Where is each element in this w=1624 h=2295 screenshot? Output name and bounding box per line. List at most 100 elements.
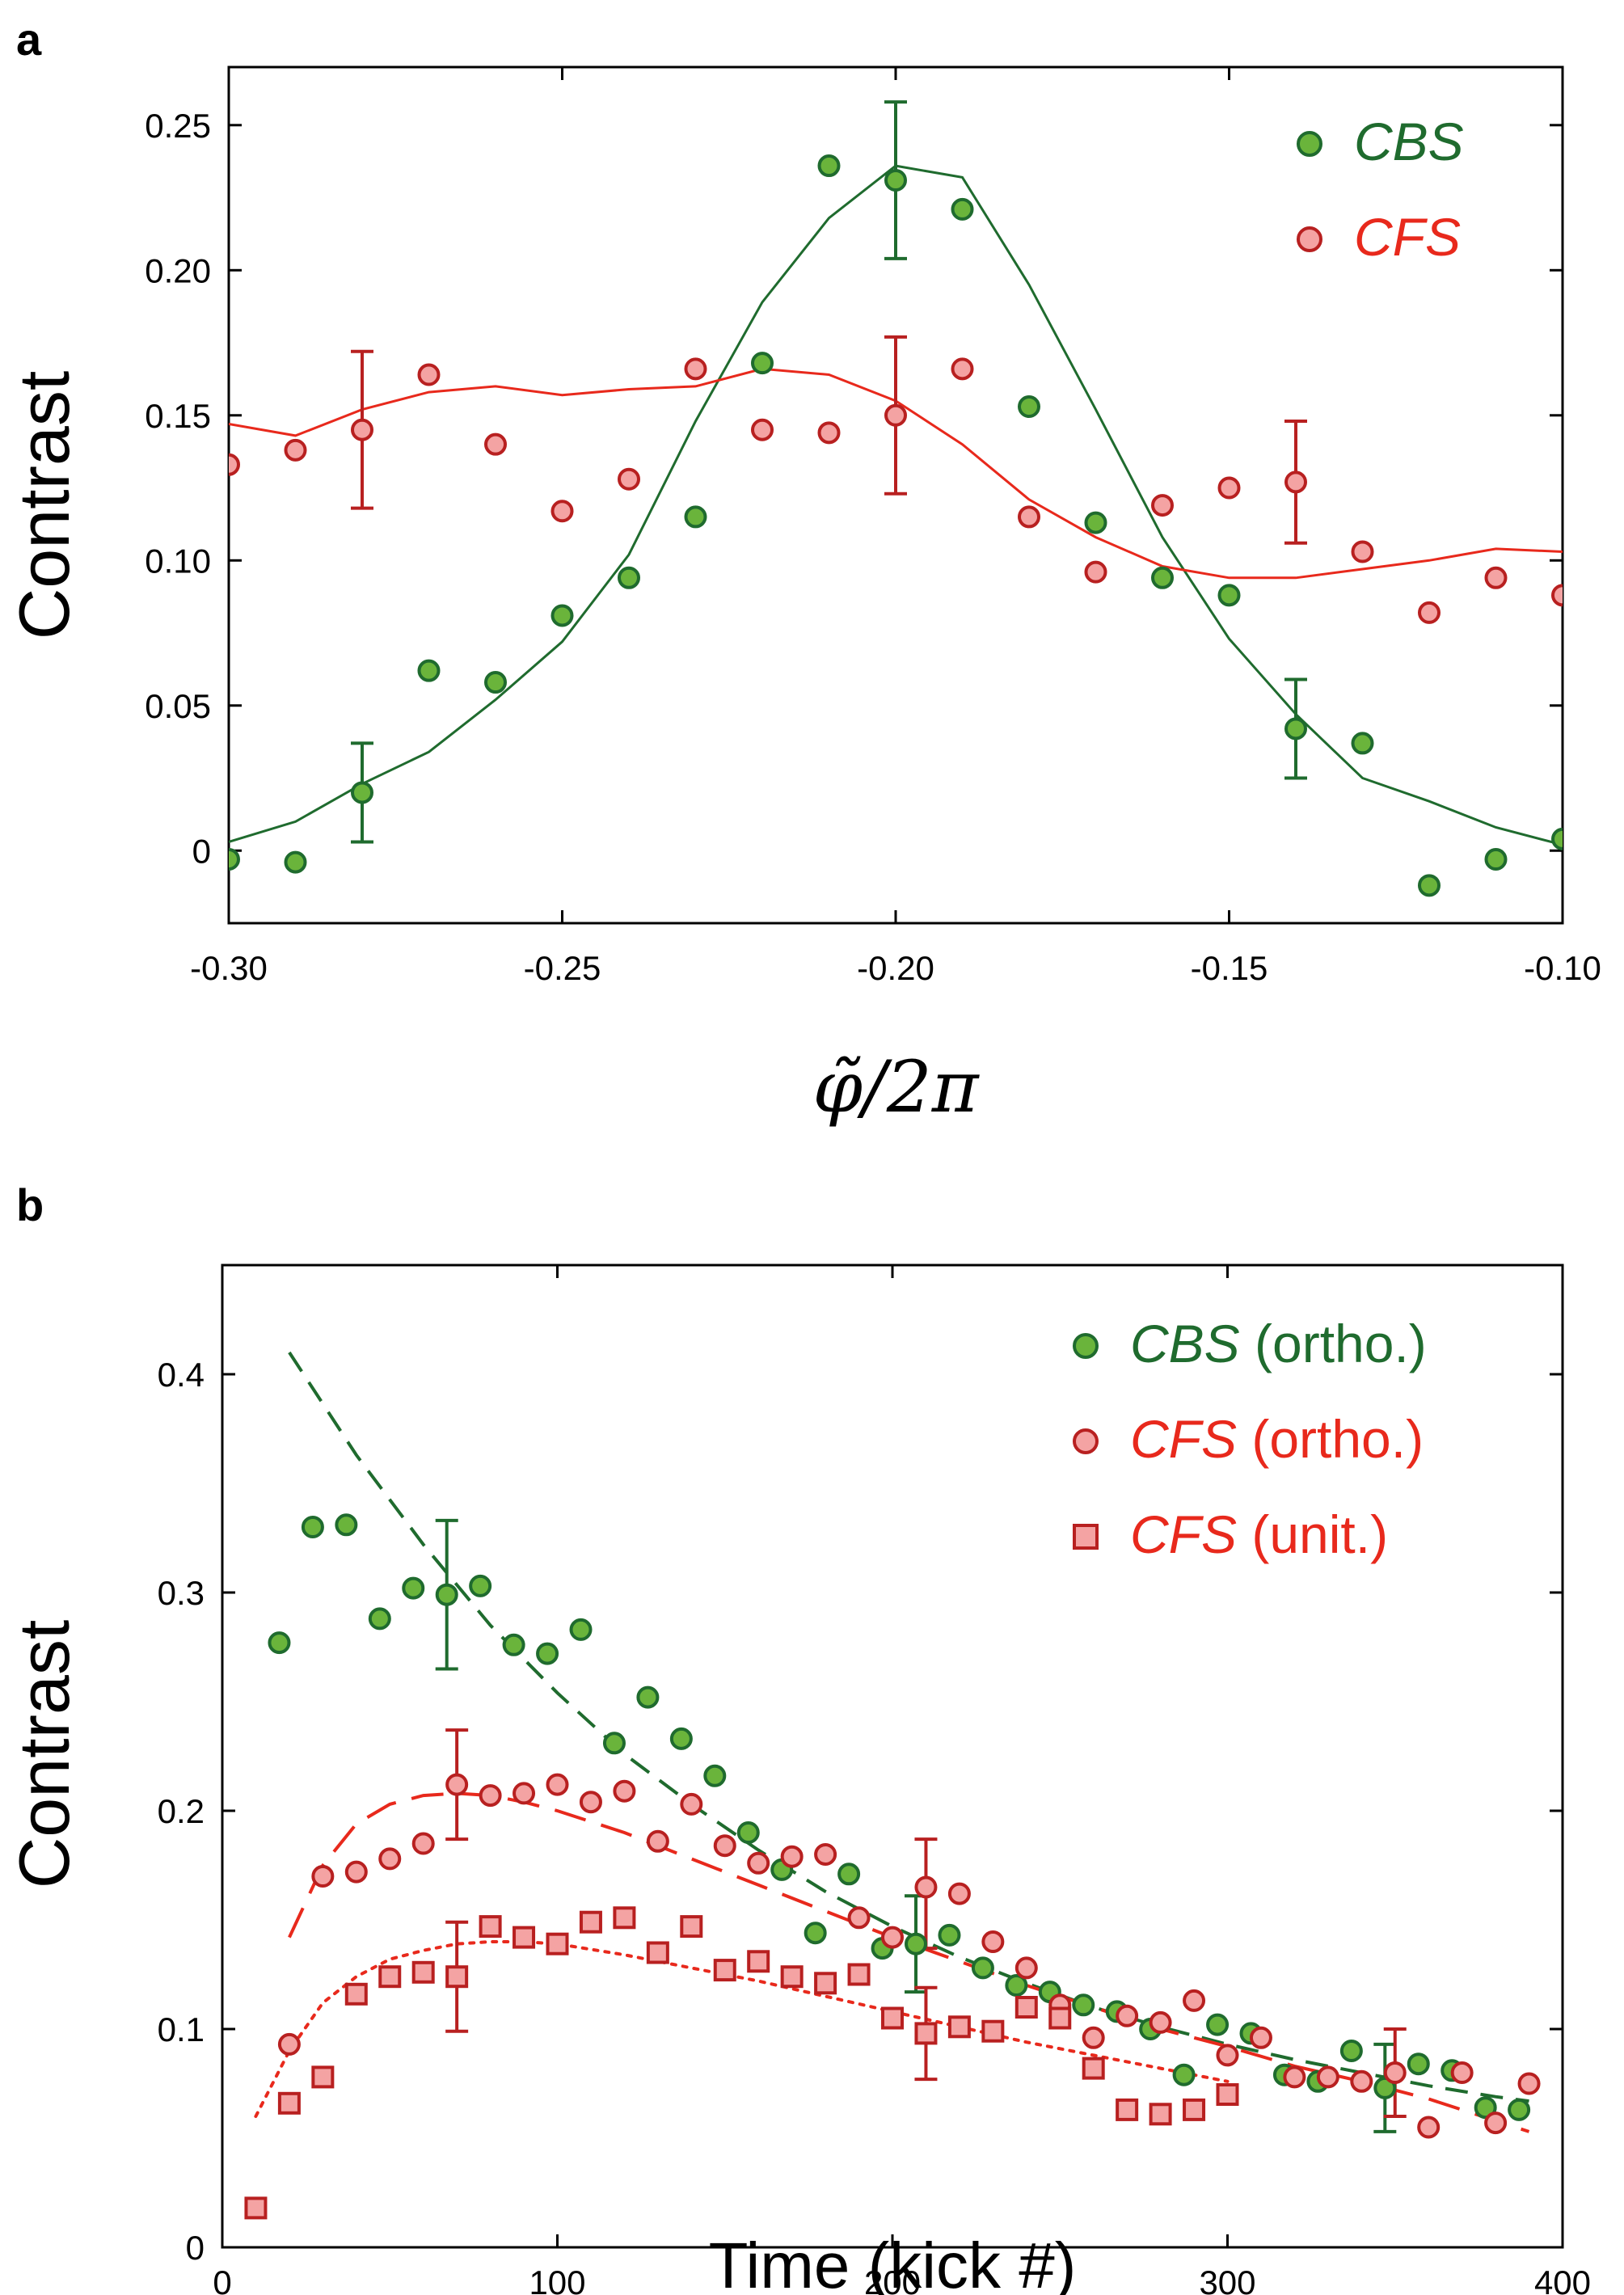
data-point-square xyxy=(411,1960,435,1984)
data-point-square xyxy=(344,1982,368,2006)
data-point xyxy=(1316,2065,1339,2089)
data-point xyxy=(1551,584,1563,607)
data-point-square xyxy=(947,2015,971,2039)
data-point xyxy=(713,1834,736,1858)
data-point xyxy=(229,848,240,871)
data-point xyxy=(814,1843,837,1866)
data-point xyxy=(837,1863,861,1886)
data-point-square xyxy=(680,1915,703,1939)
panel-letter: a xyxy=(16,14,42,65)
y-tick-label: 0.20 xyxy=(145,251,211,289)
data-point xyxy=(636,1685,660,1709)
data-point xyxy=(417,659,441,682)
data-point-square xyxy=(1216,2083,1239,2106)
data-point xyxy=(680,1792,703,1816)
data-point xyxy=(971,1956,994,1980)
data-point-square xyxy=(713,1959,736,1982)
data-point xyxy=(1508,2098,1531,2121)
data-point-square xyxy=(311,2065,335,2089)
data-point xyxy=(847,1906,871,1930)
legend: CBS CFS xyxy=(1297,112,1464,267)
x-tick-label: 100 xyxy=(529,2263,585,2295)
data-point xyxy=(1116,2004,1139,2027)
data-point xyxy=(1216,2044,1239,2067)
legend: CBS (ortho.)CFS (ortho.)CFS (unit.) xyxy=(1073,1314,1427,1564)
data-point xyxy=(703,1764,727,1787)
legend-series-suffix: (unit.) xyxy=(1237,1504,1388,1564)
plot-area xyxy=(244,1351,1541,2220)
data-point xyxy=(1450,2061,1474,2084)
legend-series-suffix: (ortho.) xyxy=(1237,1409,1424,1469)
data-point xyxy=(736,1821,760,1844)
data-point xyxy=(751,352,774,375)
data-point xyxy=(513,1782,536,1805)
data-point xyxy=(1172,2063,1196,2086)
data-point xyxy=(536,1642,559,1665)
fit-line-2 xyxy=(288,1791,1530,2133)
data-point xyxy=(1072,1993,1095,2017)
plot-area xyxy=(229,100,1563,897)
data-point xyxy=(311,1865,335,1888)
data-point xyxy=(684,505,707,529)
data-point xyxy=(277,2032,301,2056)
data-point xyxy=(1351,732,1374,755)
data-point-square xyxy=(378,1965,402,1989)
data-point xyxy=(1407,2052,1430,2076)
x-axis-label: Time (kick #) xyxy=(709,2230,1077,2295)
data-point xyxy=(618,467,640,491)
data-point xyxy=(1217,476,1241,500)
data-point xyxy=(417,363,441,386)
panel-letter: b xyxy=(16,1179,44,1230)
data-point xyxy=(938,1923,961,1947)
legend-label: CBS (ortho.) xyxy=(1130,1314,1427,1373)
y-axis-label: Contrast xyxy=(4,371,84,640)
data-point xyxy=(1351,540,1374,563)
data-point xyxy=(469,1574,492,1597)
data-point xyxy=(368,1607,391,1631)
data-point xyxy=(351,781,373,804)
data-point-square xyxy=(914,2022,938,2045)
data-point-square xyxy=(814,1972,837,1995)
data-point xyxy=(751,418,774,441)
x-tick-label: 200 xyxy=(864,2263,921,2295)
data-point xyxy=(1284,470,1307,494)
fit-line-1 xyxy=(288,1351,1529,2103)
data-point xyxy=(1084,560,1107,584)
x-tick-label: -0.25 xyxy=(524,949,601,987)
x-tick-label: -0.30 xyxy=(190,949,268,987)
legend-series-name: CFS xyxy=(1130,1504,1237,1564)
data-point xyxy=(884,169,907,192)
x-tick-label: 300 xyxy=(1199,2263,1255,2295)
data-point xyxy=(947,1882,971,1905)
data-point-square xyxy=(613,1906,636,1930)
data-point-square xyxy=(1082,2057,1105,2080)
data-point xyxy=(484,671,507,694)
data-point xyxy=(881,1926,904,1949)
data-point xyxy=(1417,2116,1441,2139)
data-point xyxy=(1373,2076,1397,2099)
data-point xyxy=(344,1860,368,1884)
panel-b: b 0 100 200 300 400 0 0.1 0.2 0.3 0.4 Contrast Time … xyxy=(4,1179,1591,2295)
data-point-square xyxy=(780,1965,804,1989)
data-point xyxy=(479,1784,502,1808)
data-point-square xyxy=(847,1963,871,1986)
legend-series-name: CBS xyxy=(1130,1314,1240,1373)
legend-marker xyxy=(1297,226,1322,252)
legend-label: CBS xyxy=(1354,112,1464,171)
data-point-square xyxy=(747,1950,770,1973)
data-point xyxy=(1151,566,1174,589)
data-point xyxy=(1206,2013,1230,2036)
data-point xyxy=(747,1851,770,1875)
data-point xyxy=(669,1727,693,1750)
data-point xyxy=(905,1932,928,1955)
data-point xyxy=(284,850,307,874)
data-point-square xyxy=(513,1926,536,1949)
data-point xyxy=(684,357,707,381)
x-tick-label: -0.15 xyxy=(1191,949,1268,987)
legend-label: CFS (ortho.) xyxy=(1130,1409,1424,1469)
data-point-square xyxy=(1183,2098,1206,2121)
data-point-square xyxy=(1048,2006,1072,2030)
legend-series-name: CBS xyxy=(1354,112,1464,171)
y-tick-label: 0 xyxy=(186,2229,205,2267)
data-point-square xyxy=(981,2019,1005,2043)
